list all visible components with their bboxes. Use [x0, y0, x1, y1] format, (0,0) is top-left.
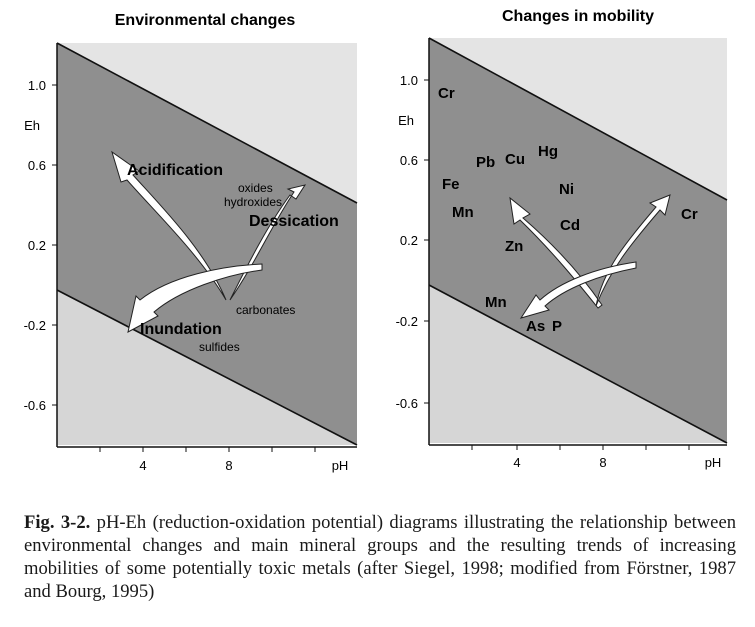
figure-caption-text: pH-Eh (reduction-oxidation potential) di…: [24, 512, 736, 602]
element-label-cu: Cu: [505, 151, 525, 168]
left-y-ticks: 1.0 Eh 0.6 0.2 -0.2 -0.6: [24, 78, 57, 413]
right-y-tick-label: 0.6: [400, 153, 418, 168]
right-plot-area: [428, 37, 728, 446]
element-label-as: As: [526, 318, 545, 335]
sulfides-label: sulfides: [199, 340, 240, 354]
hydroxides-label: hydroxides: [224, 195, 282, 209]
left-x-axis-label: pH: [332, 458, 349, 473]
element-label-cr: Cr: [438, 85, 455, 102]
right-lower-boundary: [428, 284, 728, 444]
inundation-label: Inundation: [140, 321, 222, 338]
acidification-arrow: [111, 150, 227, 301]
element-label-mn: Mn: [485, 294, 507, 311]
mobility-arrow-mn: [519, 261, 637, 319]
element-label-pb: Pb: [476, 154, 495, 171]
left-lower-boundary: [56, 289, 358, 446]
element-label-cr: Cr: [681, 206, 698, 223]
element-label-ni: Ni: [559, 181, 574, 198]
left-y-tick-label: 0.6: [28, 158, 46, 173]
left-y-tick-label: -0.2: [24, 318, 46, 333]
left-x-ticks: 4 8 pH: [99, 447, 349, 473]
left-arrows: [111, 150, 307, 333]
oxides-label: oxides: [238, 181, 273, 195]
left-y-axis-label: Eh: [24, 118, 40, 133]
figure-caption: Fig. 3-2. pH-Eh (reduction-oxidation pot…: [24, 511, 736, 603]
right-upper-boundary: [428, 37, 728, 201]
acidification-label: Acidification: [127, 162, 223, 179]
left-plot-area: [56, 42, 358, 448]
dessication-label: Dessication: [249, 213, 339, 230]
right-arrows: [509, 194, 671, 319]
left-y-tick-label: -0.6: [24, 398, 46, 413]
right-element-labels: Cr Pb Cu Hg Fe Ni Mn Cd Cr Zn Mn As P: [438, 85, 698, 335]
left-x-tick-label: 4: [139, 458, 146, 473]
right-y-tick-label: -0.6: [396, 396, 418, 411]
figure: Environmental changes 1.0 Eh 0.6 0.2 -0.…: [24, 8, 728, 473]
right-y-tick-label: 1.0: [400, 73, 418, 88]
right-y-tick-label: 0.2: [400, 233, 418, 248]
element-label-hg: Hg: [538, 143, 558, 160]
left-middle-band: [57, 43, 357, 445]
dessication-arrow: [229, 184, 307, 301]
right-y-ticks: 1.0 Eh 0.6 0.2 -0.2 -0.6: [396, 73, 429, 411]
left-upper-boundary: [56, 42, 358, 204]
inundation-arrow: [127, 263, 263, 333]
right-panel: Changes in mobility 1.0 Eh 0.6 0.2 -0.2 …: [396, 8, 728, 470]
right-y-axis-label: Eh: [398, 113, 414, 128]
element-label-p: P: [552, 318, 562, 335]
element-label-cd: Cd: [560, 217, 580, 234]
left-panel: Environmental changes 1.0 Eh 0.6 0.2 -0.…: [24, 12, 358, 473]
left-panel-title: Environmental changes: [115, 12, 296, 29]
element-label-zn: Zn: [505, 238, 523, 255]
right-panel-title: Changes in mobility: [502, 8, 654, 25]
element-label-mn: Mn: [452, 204, 474, 221]
right-x-ticks: 4 8 pH: [471, 445, 722, 470]
right-x-tick-label: 4: [513, 455, 520, 470]
left-x-tick-label: 8: [225, 458, 232, 473]
figure-caption-label: Fig. 3-2.: [24, 512, 91, 533]
left-labels: Acidification Dessication Inundation oxi…: [127, 162, 339, 354]
left-y-tick-label: 0.2: [28, 238, 46, 253]
left-y-tick-label: 1.0: [28, 78, 46, 93]
element-label-fe: Fe: [442, 176, 460, 193]
right-x-tick-label: 8: [599, 455, 606, 470]
right-y-tick-label: -0.2: [396, 314, 418, 329]
right-x-axis-label: pH: [705, 455, 722, 470]
carbonates-label: carbonates: [236, 303, 295, 317]
right-middle-band: [429, 38, 727, 443]
